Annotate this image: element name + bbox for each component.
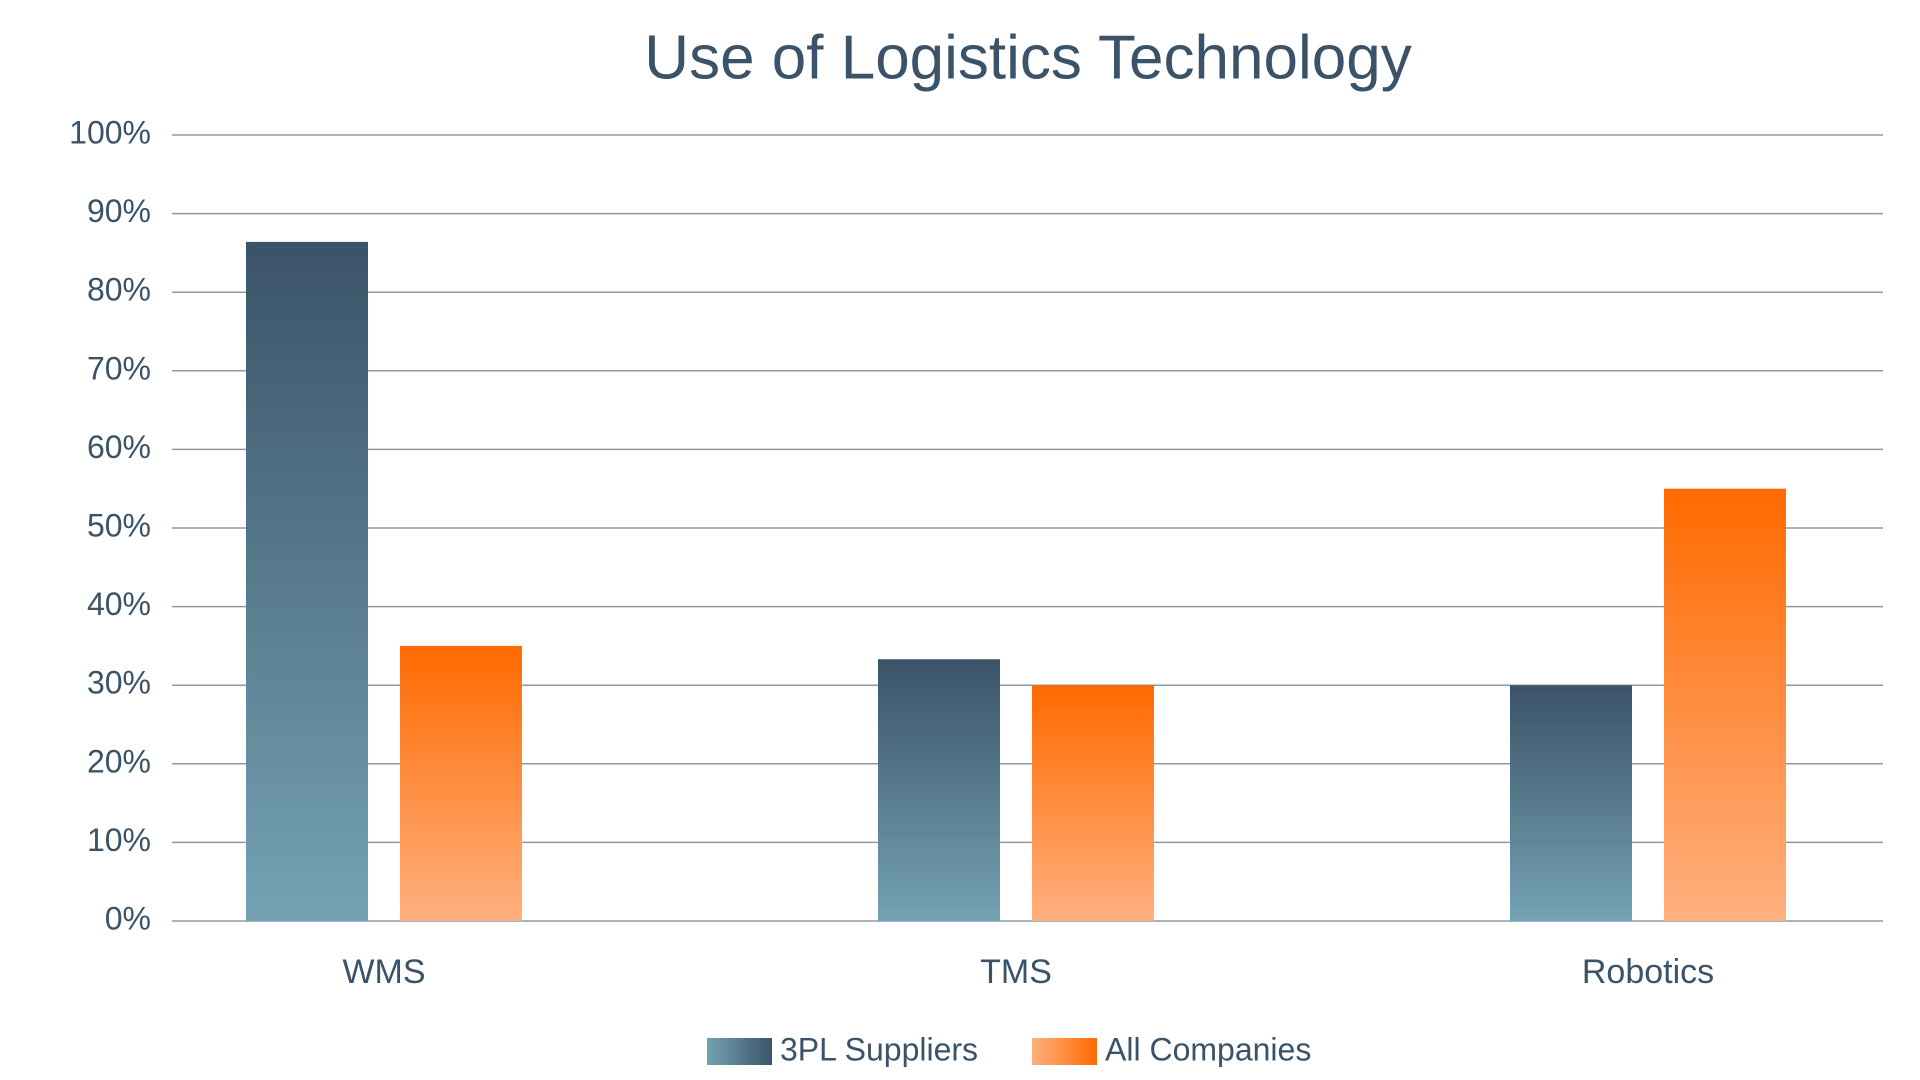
legend-swatch bbox=[1032, 1038, 1097, 1065]
y-tick-label: 0% bbox=[105, 900, 151, 936]
bar bbox=[878, 659, 1000, 921]
y-tick-label: 70% bbox=[87, 350, 151, 386]
chart-title: Use of Logistics Technology bbox=[644, 23, 1411, 92]
bar bbox=[1510, 685, 1632, 921]
legend-label: 3PL Suppliers bbox=[780, 1031, 978, 1067]
y-tick-label: 30% bbox=[87, 665, 151, 701]
y-tick-label: 90% bbox=[87, 193, 151, 229]
y-tick-label: 100% bbox=[69, 114, 151, 150]
y-tick-label: 20% bbox=[87, 743, 151, 779]
y-tick-label: 10% bbox=[87, 822, 151, 858]
bar bbox=[246, 241, 368, 921]
bar bbox=[1664, 488, 1786, 921]
x-tick-label: WMS bbox=[342, 953, 425, 991]
bar bbox=[1032, 685, 1154, 921]
x-tick-label: TMS bbox=[980, 953, 1052, 991]
y-tick-label: 80% bbox=[87, 272, 151, 308]
legend-swatch bbox=[707, 1038, 772, 1065]
y-tick-label: 40% bbox=[87, 586, 151, 622]
y-tick-label: 60% bbox=[87, 429, 151, 465]
y-tick-label: 50% bbox=[87, 507, 151, 543]
x-tick-label: Robotics bbox=[1582, 953, 1714, 991]
legend-label: All Companies bbox=[1105, 1031, 1311, 1067]
bar bbox=[400, 645, 522, 921]
